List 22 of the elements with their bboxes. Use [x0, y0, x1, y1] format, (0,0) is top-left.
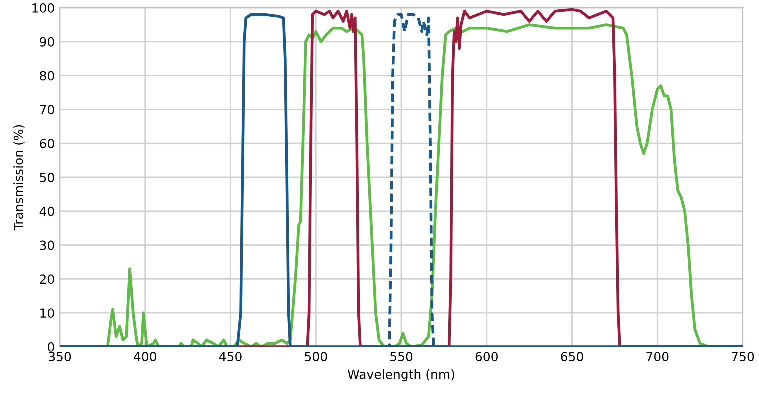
y-tick-label: 20	[40, 274, 54, 284]
x-tick-label: 400	[134, 352, 156, 362]
y-tick-label: 90	[40, 37, 54, 47]
y-tick-label: 0	[48, 342, 54, 352]
y-tick-label: 30	[40, 240, 54, 250]
x-tick-label: 600	[476, 352, 498, 362]
x-axis-title: Wavelength (nm)	[348, 370, 454, 382]
y-tick-label: 70	[40, 105, 54, 115]
y-tick-label: 50	[40, 172, 54, 182]
y-tick-label: 80	[40, 71, 54, 81]
y-tick-label: 40	[40, 206, 54, 216]
y-axis-title: Transmission (%)	[14, 125, 25, 231]
y-tick-label: 10	[40, 308, 54, 318]
x-tick-label: 500	[305, 352, 328, 362]
x-tick-label: 750	[732, 352, 754, 362]
x-tick-label: 650	[561, 352, 584, 362]
y-tick-label: 100	[32, 3, 54, 13]
x-tick-label: 700	[646, 352, 669, 362]
x-tick-label: 550	[390, 352, 413, 362]
x-tick-label: 350	[49, 352, 72, 362]
y-tick-label: 60	[40, 139, 54, 149]
x-tick-label: 450	[219, 352, 242, 362]
